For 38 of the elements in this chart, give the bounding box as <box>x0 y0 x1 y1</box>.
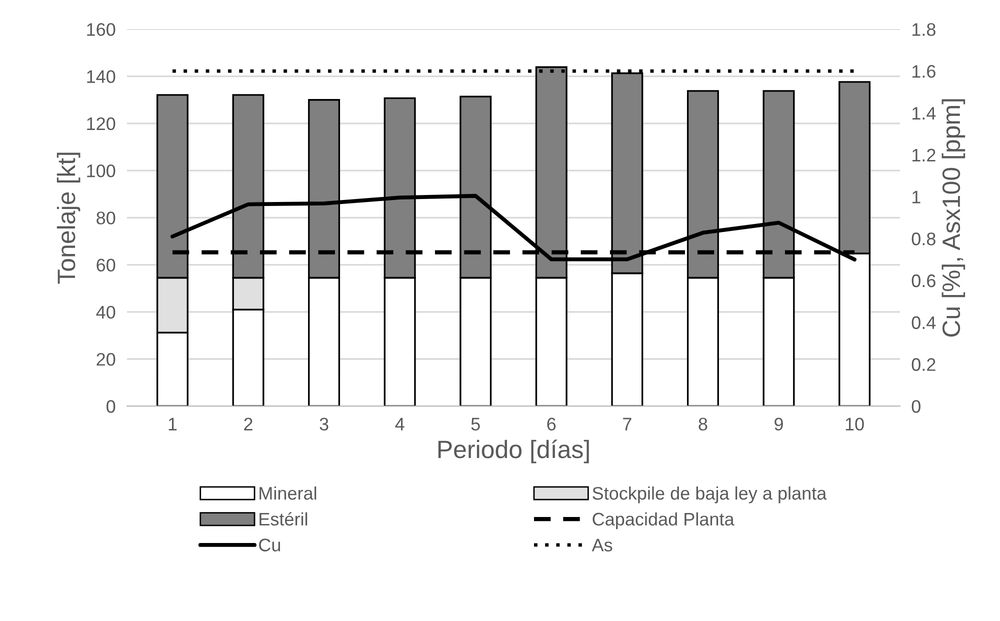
y2-tick-label: 1.8 <box>912 23 936 36</box>
y-axis-title: Tonelaje [kt] <box>56 152 80 284</box>
y2-tick-label: 0.2 <box>912 358 936 371</box>
y2-tick-label: 0.8 <box>912 232 936 246</box>
y2-tick-label: 0.4 <box>912 316 936 330</box>
y-tick-label: 40 <box>96 306 116 319</box>
x-axis-title: Periodo [días] <box>438 440 589 464</box>
y-tick-label: 100 <box>87 164 116 178</box>
x-tick-label: 10 <box>846 418 864 431</box>
y2-tick-label: 0 <box>912 400 920 413</box>
x-tick-label: 8 <box>698 418 708 431</box>
y2-tick-label: 1 <box>912 190 920 204</box>
y-tick-label: 0 <box>106 400 116 413</box>
legend-label: Capacidad Planta <box>592 512 734 530</box>
y2-tick-label: 0.6 <box>912 274 936 288</box>
x-tick-label: 5 <box>471 418 480 431</box>
x-tick-label: 4 <box>395 418 404 430</box>
y-tick-label: 120 <box>87 117 116 130</box>
y-tick-label: 20 <box>96 352 116 366</box>
x-tick-label: 6 <box>547 418 556 431</box>
x-tick-label: 9 <box>774 418 783 431</box>
legend-label: Estéril <box>260 512 308 526</box>
x-tick-label: 3 <box>320 418 328 431</box>
y-tick-label: 140 <box>87 70 116 84</box>
x-tick-label: 2 <box>244 418 252 430</box>
legend-label: As <box>592 538 612 552</box>
y2-axis-title: Cu [%], Asx100 [ppm] <box>942 99 966 337</box>
y-tick-label: 60 <box>96 258 116 272</box>
x-tick-label: 1 <box>168 418 177 430</box>
legend-label: Stockpile de baja ley a planta <box>592 486 827 504</box>
y-tick-label: 160 <box>87 23 116 36</box>
y-tick-label: 80 <box>96 212 116 224</box>
legend-label: Mineral <box>260 486 316 500</box>
x-tick-label: 7 <box>623 418 632 430</box>
legend-label: Cu <box>259 538 280 552</box>
y2-tick-label: 1.6 <box>912 65 936 78</box>
y2-tick-label: 1.4 <box>912 107 936 120</box>
y2-tick-label: 1.2 <box>912 148 936 162</box>
